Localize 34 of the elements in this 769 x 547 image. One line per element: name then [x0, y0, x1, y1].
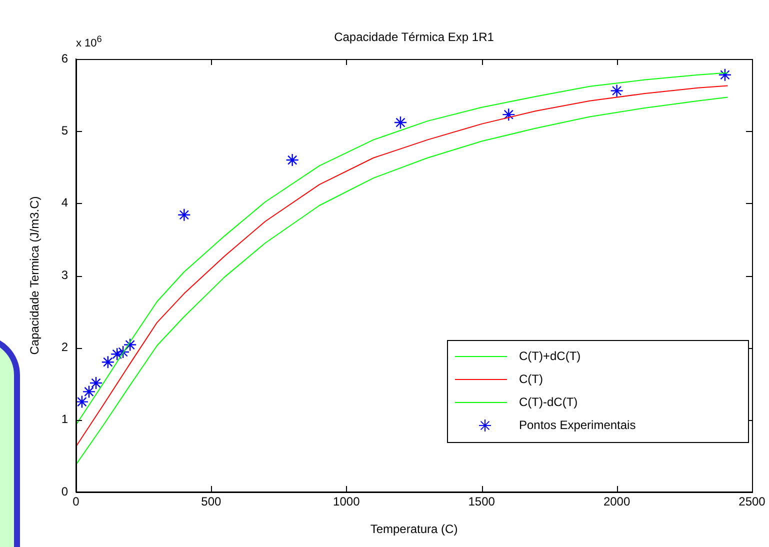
x-tick-label: 2000 — [603, 494, 630, 509]
text: x 10$^{6}$ — [76, 34, 102, 50]
legend-label: Pontos Experimentais — [519, 418, 636, 432]
point — [89, 376, 103, 390]
y-tick-label: 2 — [61, 340, 68, 354]
x-tick-label: 0 — [72, 494, 80, 509]
y-tick-label: 4 — [61, 196, 68, 210]
legend-label: C(T) — [519, 372, 543, 386]
point — [82, 385, 96, 398]
x-tick-label: 1000 — [333, 494, 360, 509]
y-tick-label: 6 — [61, 51, 68, 66]
point — [178, 208, 191, 222]
point — [76, 395, 89, 408]
y-tick-label: 5 — [61, 123, 68, 138]
x-tick-label: 2500 — [738, 494, 766, 509]
x-tick-label: 500 — [201, 494, 222, 509]
x-axis-title: Temperatura (C) — [370, 522, 458, 536]
point — [718, 68, 732, 82]
point — [110, 348, 124, 361]
x-tick-label: 1500 — [468, 494, 496, 509]
y-tick-label: 0 — [61, 484, 68, 498]
point — [123, 338, 137, 352]
point — [101, 356, 115, 369]
point — [286, 153, 299, 167]
y-tick-label: 1 — [61, 412, 68, 426]
legend-label: C(T)+dC(T) — [519, 348, 581, 363]
chart-title: Capacidade Térmica Exp 1R1 — [334, 30, 494, 44]
legend-label: C(T)-dC(T) — [519, 394, 578, 409]
point — [116, 345, 130, 359]
y-axis-title: Capacidade Termica (J/m3.C) — [28, 196, 42, 355]
point — [610, 84, 624, 98]
point — [502, 108, 516, 122]
point — [394, 116, 408, 130]
y-tick-label: 3 — [61, 268, 68, 282]
